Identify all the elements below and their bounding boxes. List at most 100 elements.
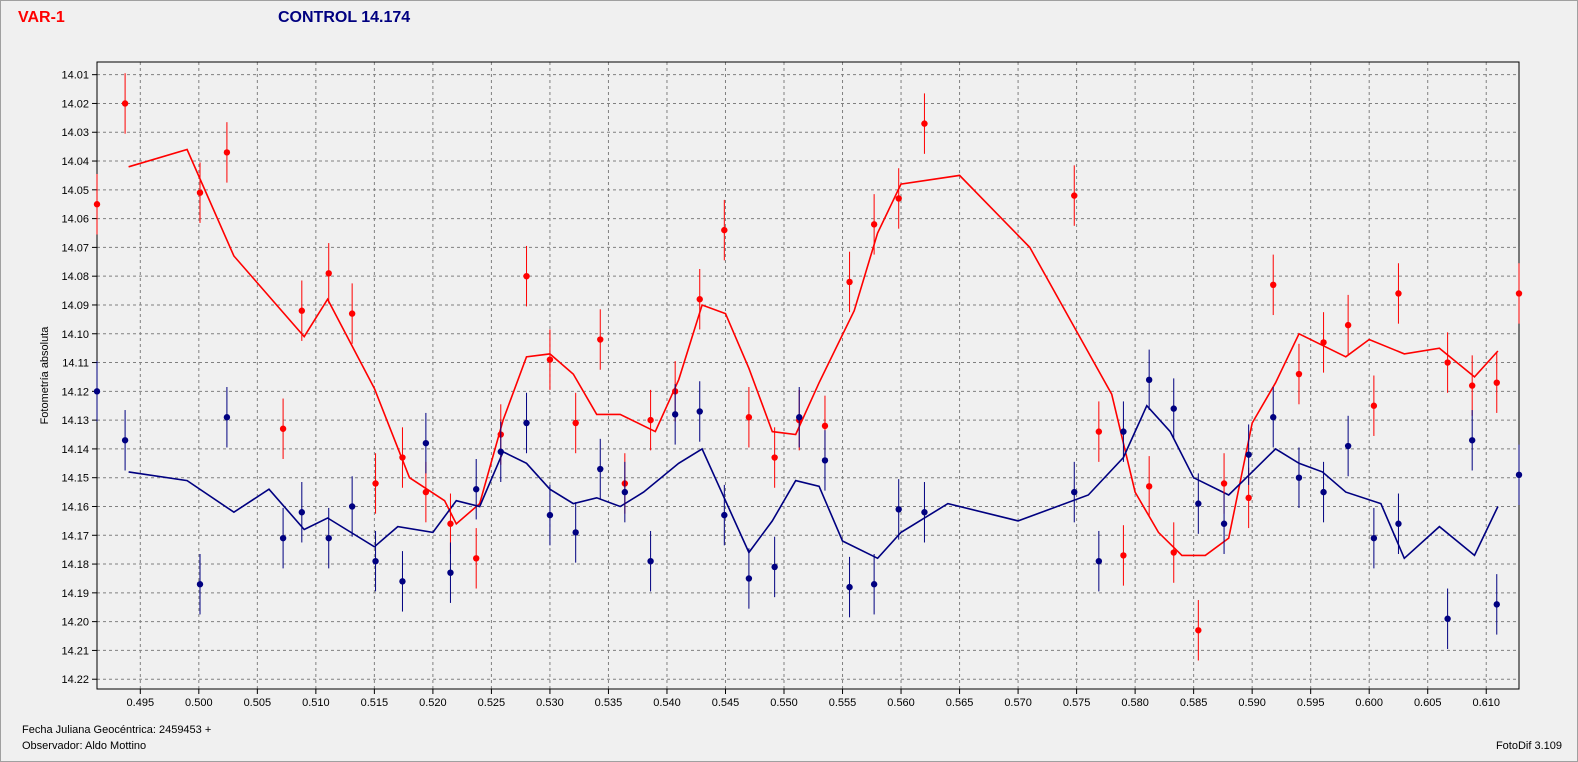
data-point-control — [821, 457, 829, 464]
data-point-variable — [1095, 428, 1103, 435]
x-tick-label: 0.565 — [946, 697, 974, 709]
data-point-variable — [745, 414, 753, 421]
data-point-variable — [523, 272, 530, 280]
y-tick-label: 14.09 — [61, 300, 89, 312]
data-point-variable — [223, 149, 231, 156]
grid — [97, 62, 1519, 689]
y-tick-label: 14.04 — [61, 156, 89, 168]
data-point-control — [870, 581, 878, 588]
data-point-control — [279, 534, 287, 542]
data-point-control — [696, 408, 703, 415]
data-point-control — [1395, 520, 1402, 527]
y-tick-label: 14.07 — [61, 242, 89, 254]
data-point-variable — [473, 555, 480, 562]
data-point-variable — [1245, 494, 1252, 502]
y-tick-label: 14.13 — [61, 415, 89, 427]
data-point-control — [1145, 376, 1153, 384]
data-point-variable — [422, 488, 430, 496]
data-point-control — [399, 578, 406, 585]
plot-area — [97, 62, 1519, 689]
x-tick-label: 0.600 — [1355, 697, 1383, 709]
data-point-control — [372, 557, 379, 565]
y-tick-label: 14.01 — [61, 70, 89, 82]
data-point-control — [1444, 615, 1451, 622]
variable-star-title: VAR-1 — [18, 9, 65, 26]
data-point-control — [921, 509, 928, 516]
data-point-control — [1344, 442, 1352, 450]
y-tick-label: 14.16 — [61, 501, 89, 513]
data-point-control — [523, 419, 530, 427]
x-tick-label: 0.545 — [712, 697, 740, 709]
data-point-control — [1295, 474, 1303, 481]
data-point-variable — [846, 278, 853, 286]
x-tick-label: 0.530 — [536, 697, 564, 709]
x-tick-label: 0.610 — [1472, 697, 1500, 709]
data-point-control — [348, 503, 356, 510]
data-point-variable — [447, 520, 454, 527]
data-point-control — [1370, 534, 1378, 542]
x-tick-label: 0.495 — [127, 697, 155, 709]
data-point-control — [497, 448, 504, 455]
data-point-variable — [1270, 281, 1277, 289]
data-point-variable — [1344, 321, 1352, 329]
y-tick-label: 14.20 — [61, 617, 89, 629]
data-point-control — [1245, 451, 1252, 458]
data-point-control — [745, 575, 753, 582]
data-point-control — [796, 414, 803, 421]
y-tick-label: 14.05 — [61, 185, 89, 197]
data-point-variable — [1220, 480, 1228, 487]
data-point-control — [771, 563, 778, 571]
data-point-control — [721, 511, 728, 519]
x-tick-label: 0.555 — [829, 697, 857, 709]
data-point-variable — [1515, 290, 1523, 297]
x-tick-label: 0.525 — [478, 697, 506, 709]
data-point-variable — [348, 310, 356, 317]
x-tick-label: 0.575 — [1063, 697, 1091, 709]
x-tick-label: 0.570 — [1004, 697, 1032, 709]
y-tick-label: 14.15 — [61, 473, 89, 485]
data-point-control — [422, 439, 430, 447]
data-point-variable — [1444, 359, 1451, 366]
data-point-control — [1095, 557, 1103, 565]
data-point-variable — [93, 201, 101, 208]
trend-lines — [128, 148, 1499, 560]
data-point-variable — [1468, 382, 1476, 389]
data-point-control — [572, 529, 579, 536]
data-point-variable — [1071, 192, 1078, 199]
y-tick-label: 14.18 — [61, 559, 89, 571]
x-tick-label: 0.550 — [770, 697, 798, 709]
data-point-control — [1170, 405, 1177, 412]
data-point-control — [1120, 428, 1127, 435]
data-point-variable — [870, 221, 878, 228]
data-point-variable — [325, 270, 332, 277]
data-point-variable — [1295, 370, 1303, 378]
data-point-variable — [771, 454, 778, 461]
x-tick-label: 0.535 — [595, 697, 623, 709]
y-tick-label: 14.02 — [61, 98, 89, 110]
data-point-control — [298, 509, 306, 516]
data-point-variable — [372, 480, 379, 487]
y-tick-label: 14.22 — [61, 674, 89, 686]
data-point-control — [325, 534, 332, 542]
data-point-variable — [196, 189, 204, 196]
data-point-control — [447, 569, 454, 576]
data-point-variable — [121, 100, 129, 107]
data-point-variable — [1170, 549, 1177, 556]
data-point-variable — [647, 416, 654, 424]
data-point-variable — [597, 336, 604, 343]
data-point-variable — [721, 226, 728, 234]
x-tick-label: 0.540 — [653, 697, 681, 709]
x-tick-label: 0.505 — [244, 697, 272, 709]
x-tick-label: 0.520 — [419, 697, 447, 709]
data-point-control — [647, 557, 654, 565]
data-point-control — [1515, 471, 1523, 479]
data-point-variable — [546, 356, 554, 363]
axes: 0.495 0.500 0.505 0.510 0.515 0.520 0.525 0.530… — [61, 61, 1520, 709]
data-point-variable — [1195, 627, 1202, 634]
julian-date-label: Fecha Juliana Geocéntrica: 2459453 + — [22, 724, 212, 736]
control-star-title: CONTROL 14.174 — [278, 9, 411, 26]
software-version: FotoDif 3.109 — [1495, 740, 1562, 752]
x-tick-label: 0.580 — [1121, 697, 1149, 709]
x-tick-label: 0.510 — [302, 697, 330, 709]
